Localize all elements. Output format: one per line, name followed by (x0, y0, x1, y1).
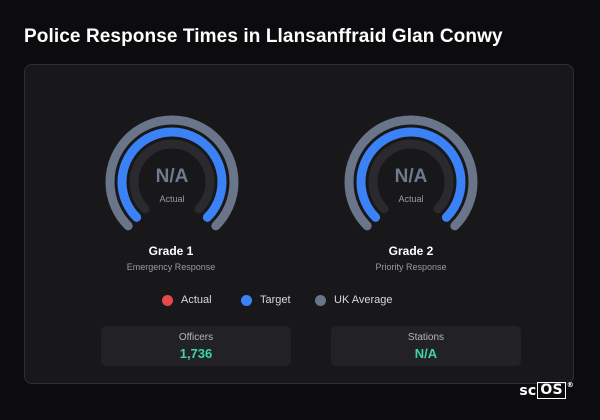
legend-target-swatch (241, 294, 252, 306)
legend-uk-average-swatch (315, 294, 326, 306)
legend-item-uk-average: UK Average (315, 292, 393, 308)
gauge-grade-1: N/A Actual (102, 84, 242, 244)
gauge-grade-2-value: N/A (394, 166, 428, 187)
gauge-grade-1-target-arc (117, 127, 227, 222)
gauge-grade-1-rings (105, 115, 239, 231)
legend-target-label: Target (260, 294, 291, 306)
legend-actual-label: Actual (181, 294, 212, 306)
stations-stat-value: N/A (414, 346, 438, 361)
gauge-grade-2-rings (344, 115, 478, 231)
legend-uk-average-label: UK Average (334, 294, 393, 306)
officers-stat-label: Officers (178, 332, 214, 343)
gauge-grade-2: N/A Actual (341, 84, 481, 244)
legend: Actual Target UK Average (0, 292, 600, 308)
gauge-grade-1-title: Grade 1 (148, 244, 194, 258)
logo-prefix: sc (519, 382, 537, 399)
gauge-grade-2-value-label: Actual (398, 194, 424, 204)
stations-stat-label: Stations (407, 332, 445, 343)
gauge-grade-2-uk-average-arc (344, 115, 478, 231)
gauge-grade-1-actual-track (129, 139, 215, 214)
gauge-grade-1-value-label: Actual (159, 194, 185, 204)
gauge-grade-2-description: Priority Response (375, 262, 447, 272)
officers-stat-value: 1,736 (179, 346, 213, 361)
legend-actual-swatch (162, 294, 173, 306)
scos-logo: sc OS ® (519, 380, 574, 399)
logo-boxed: OS (537, 382, 566, 399)
gauge-grade-2-actual-track (368, 139, 454, 214)
stations-stat: Stations N/A (331, 326, 521, 366)
gauge-grade-2-title: Grade 2 (388, 244, 434, 258)
officers-stat: Officers 1,736 (101, 326, 291, 366)
legend-item-actual: Actual (162, 292, 212, 308)
legend-item-target: Target (241, 292, 291, 308)
gauge-grade-2-target-arc (356, 127, 466, 222)
gauge-grade-1-value: N/A (155, 166, 189, 187)
logo-registered-mark: ® (566, 380, 574, 389)
gauge-grade-1-uk-average-arc (105, 115, 239, 231)
page-title: Police Response Times in Llansanffraid G… (24, 26, 503, 47)
gauge-grade-1-description: Emergency Response (126, 262, 216, 272)
